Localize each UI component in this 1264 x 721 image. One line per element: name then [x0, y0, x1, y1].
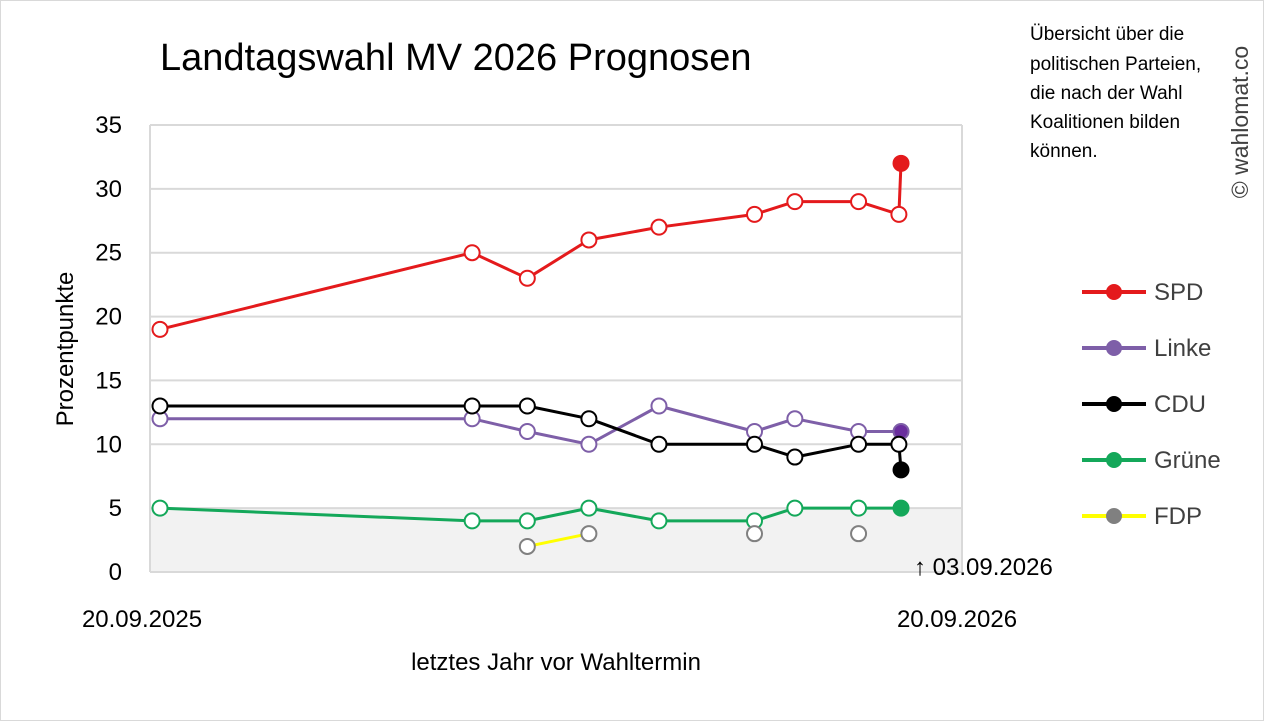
series-point-gr-ne-1 — [463, 512, 481, 530]
series-point-spd-9 — [892, 154, 910, 172]
note-line-2: politischen Parteien, — [1030, 54, 1201, 75]
legend-label-gr-ne: Grüne — [1154, 447, 1221, 474]
series-point-gr-ne-3 — [580, 499, 598, 517]
legend-marker-spd — [1106, 284, 1122, 300]
series-point-spd-4 — [650, 218, 668, 236]
series-point-spd-3 — [580, 231, 598, 249]
series-point-spd-8 — [890, 205, 908, 223]
series-point-fdp-0 — [518, 537, 536, 555]
series-point-linke-6 — [786, 410, 804, 428]
note-line-1: Übersicht über die — [1030, 24, 1184, 45]
series-point-spd-1 — [463, 244, 481, 262]
series-point-gr-ne-0 — [151, 499, 169, 517]
series-point-spd-6 — [786, 193, 804, 211]
y-axis-title: Prozentpunkte — [52, 272, 79, 427]
series-point-cdu-6 — [786, 448, 804, 466]
series-point-cdu-1 — [463, 397, 481, 415]
series-point-cdu-9 — [892, 461, 910, 479]
series-point-spd-5 — [746, 205, 764, 223]
series-point-fdp-1 — [580, 525, 598, 543]
y-tick-label-20: 20 — [95, 304, 122, 331]
legend-marker-cdu — [1106, 396, 1122, 412]
series-point-spd-0 — [151, 320, 169, 338]
y-tick-label-15: 15 — [95, 367, 122, 394]
series-line-spd — [159, 163, 903, 331]
series-point-cdu-0 — [151, 397, 169, 415]
series-point-cdu-3 — [580, 410, 598, 428]
series-line-fdp — [527, 532, 590, 548]
legend: SPD Linke CDU Grüne FDP — [1082, 279, 1221, 530]
watermark: © wahlomat.co — [1227, 46, 1253, 198]
series-point-cdu-8 — [890, 435, 908, 453]
series-point-gr-ne-2 — [518, 512, 536, 530]
series-point-fdp-2 — [746, 525, 764, 543]
y-tick-label-30: 30 — [95, 176, 122, 203]
y-tick-label-5: 5 — [109, 495, 122, 522]
y-tick-label-35: 35 — [95, 112, 122, 139]
series-point-fdp-3 — [850, 525, 868, 543]
x-axis-title: letztes Jahr vor Wahltermin — [411, 649, 701, 676]
series-point-cdu-7 — [850, 435, 868, 453]
note-line-3: die nach der Wahl — [1030, 83, 1182, 104]
series-point-spd-2 — [518, 269, 536, 287]
plot-layer: 0 5 10 15 20 25 30 35 — [95, 112, 963, 586]
chart-title: Landtagswahl MV 2026 Prognosen — [160, 37, 752, 79]
legend-label-cdu: CDU — [1154, 391, 1206, 418]
legend-marker-fdp — [1106, 508, 1122, 524]
legend-label-spd: SPD — [1154, 279, 1203, 306]
legend-label-linke: Linke — [1154, 335, 1211, 362]
series-point-linke-3 — [580, 435, 598, 453]
series-point-gr-ne-7 — [850, 499, 868, 517]
y-tick-label-10: 10 — [95, 431, 122, 458]
series-point-gr-ne-4 — [650, 512, 668, 530]
x-end-label: 20.09.2026 — [897, 606, 1017, 633]
y-tick-label-0: 0 — [109, 559, 122, 586]
series-point-spd-7 — [850, 193, 868, 211]
series-point-cdu-5 — [746, 435, 764, 453]
note-line-5: können. — [1030, 141, 1098, 162]
y-tick-label-25: 25 — [95, 240, 122, 267]
series-point-cdu-4 — [650, 435, 668, 453]
series-point-linke-2 — [518, 423, 536, 441]
series-point-gr-ne-8 — [892, 499, 910, 517]
series-point-cdu-2 — [518, 397, 536, 415]
x-start-label: 20.09.2025 — [82, 606, 202, 633]
legend-marker-gr-ne — [1106, 452, 1122, 468]
annotation-label: ↑ 03.09.2026 — [914, 554, 1053, 581]
series-point-linke-4 — [650, 397, 668, 415]
series-point-gr-ne-6 — [786, 499, 804, 517]
note-line-4: Koalitionen bilden — [1030, 112, 1180, 133]
legend-label-fdp: FDP — [1154, 503, 1202, 530]
legend-marker-linke — [1106, 340, 1122, 356]
series-line-cdu — [160, 404, 903, 470]
